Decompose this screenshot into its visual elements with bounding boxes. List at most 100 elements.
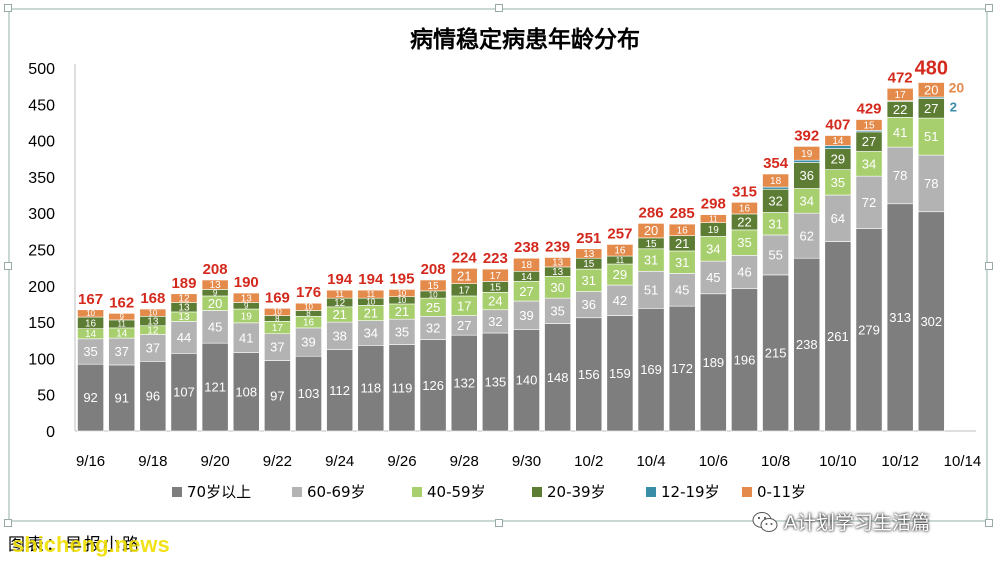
segment-label: 13 — [583, 249, 595, 260]
segment-label: 17 — [895, 90, 907, 101]
total-label: 251 — [576, 230, 601, 247]
segment-label: 12 — [178, 294, 190, 305]
segment-label: 9 — [119, 312, 124, 321]
segment-label: 21 — [457, 269, 471, 284]
bar-segment — [513, 300, 540, 330]
segment-label: 42 — [613, 293, 627, 308]
bar-segment — [699, 293, 727, 432]
resize-handle[interactable] — [4, 519, 12, 527]
resize-handle[interactable] — [495, 519, 503, 527]
outside-label-12-19: 2 — [950, 100, 957, 115]
bar-segment — [886, 203, 914, 432]
segment-label: 112 — [329, 383, 350, 398]
bar-segment — [264, 360, 291, 432]
y-tick-label: 400 — [28, 134, 55, 151]
segment-label: 17 — [272, 323, 284, 334]
segment-label: 45 — [706, 270, 720, 285]
y-tick-label: 150 — [28, 315, 55, 332]
resize-handle[interactable] — [4, 4, 12, 12]
bar-segment — [544, 323, 572, 432]
x-tick-label: 10/8 — [761, 453, 790, 470]
segment-label: 118 — [360, 381, 381, 396]
segment-label: 96 — [146, 389, 160, 404]
segment-label: 35 — [395, 324, 409, 339]
legend-swatch — [172, 487, 182, 497]
segment-label: 15 — [863, 120, 875, 131]
segment-label: 46 — [737, 265, 751, 280]
bar-segment — [575, 291, 603, 319]
segment-label: 17 — [459, 285, 471, 296]
segment-label: 15 — [583, 259, 595, 270]
segment-label: 39 — [301, 335, 315, 350]
legend-swatch — [532, 487, 542, 497]
bar-segment — [295, 355, 322, 432]
bar-segment — [762, 274, 789, 432]
outside-label-0-11: 20 — [949, 80, 965, 96]
segment-label: 38 — [332, 328, 346, 343]
segment-label: 10 — [366, 298, 375, 307]
segment-label: 12 — [147, 326, 159, 337]
bar-segment — [326, 289, 354, 299]
legend-label: 70岁以上 — [187, 483, 251, 501]
bar-segment — [232, 322, 260, 353]
legend-label: 12-19岁 — [661, 483, 720, 501]
segment-label: 44 — [177, 330, 191, 345]
bar-segment — [793, 146, 821, 161]
segment-label: 10 — [397, 289, 406, 298]
total-label: 169 — [265, 289, 290, 306]
total-label: 407 — [825, 117, 850, 134]
segment-label: 27 — [457, 318, 471, 333]
bar-segment — [855, 175, 883, 229]
segment-label: 34 — [364, 326, 378, 341]
resize-handle[interactable] — [495, 4, 503, 12]
bar-segment — [295, 327, 322, 357]
bar-segment — [731, 229, 758, 256]
segment-label: 31 — [675, 255, 689, 270]
resize-handle[interactable] — [985, 262, 993, 270]
segment-label: 119 — [392, 380, 413, 395]
resize-handle[interactable] — [985, 4, 993, 12]
bar-segment — [232, 292, 260, 303]
segment-label: 91 — [114, 391, 128, 406]
segment-label: 169 — [640, 362, 662, 377]
segment-label: 17 — [490, 271, 502, 282]
bar-segment — [108, 337, 136, 366]
resize-handle[interactable] — [4, 262, 12, 270]
segment-label: 121 — [204, 380, 226, 395]
y-tick-label: 50 — [37, 388, 55, 405]
segment-label: 51 — [644, 282, 658, 297]
segment-label: 18 — [521, 260, 533, 271]
segment-label: 35 — [737, 235, 751, 250]
bar-segment — [637, 308, 665, 432]
bar-segment — [264, 333, 291, 361]
segment-label: 14 — [521, 272, 533, 283]
bar-segment — [762, 234, 789, 276]
bar-segment — [108, 313, 136, 321]
segment-label: 10 — [397, 296, 406, 305]
bar-segment — [575, 248, 603, 259]
bar-segment — [357, 289, 385, 299]
bar-segment — [855, 119, 883, 131]
segment-label: 107 — [173, 385, 195, 400]
segment-label: 62 — [800, 228, 814, 243]
segment-label: 30 — [550, 280, 564, 295]
total-label: 208 — [421, 261, 446, 278]
segment-label: 97 — [270, 388, 284, 403]
segment-label: 24 — [488, 294, 502, 309]
segment-label: 12 — [334, 298, 346, 309]
bar-segment — [824, 194, 852, 242]
segment-label: 55 — [768, 247, 782, 262]
total-label: 315 — [732, 183, 757, 200]
legend-swatch — [292, 487, 302, 497]
bar-segment — [544, 257, 572, 268]
bar-segment — [886, 117, 914, 148]
segment-label: 261 — [827, 329, 849, 344]
segment-label: 10 — [148, 308, 157, 317]
bar-segment — [450, 334, 478, 432]
segment-label: 37 — [270, 340, 284, 355]
resize-handle[interactable] — [985, 519, 993, 527]
segment-label: 41 — [893, 125, 907, 140]
legend-label: 60-69岁 — [307, 483, 366, 501]
bar-segment — [232, 352, 260, 432]
segment-label: 45 — [675, 282, 689, 297]
